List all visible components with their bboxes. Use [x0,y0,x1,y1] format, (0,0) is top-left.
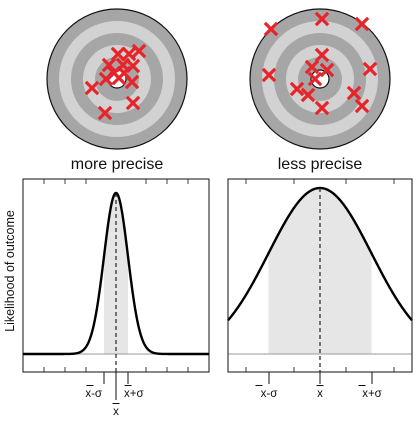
left-target-x-mark [125,95,141,111]
left-target-x-mark [131,43,147,59]
left-target-x-mark [111,70,127,86]
right-target-x-mark [304,59,320,75]
right-target-x-mark [314,100,330,116]
right-target-x-mark [314,47,330,63]
left-target-x-mark [97,105,113,121]
right-target-x-mark [354,16,370,32]
left-target-marks [84,43,147,121]
left-tick-label-plus-sigma: x+σ [124,388,144,400]
left-target-x-mark [124,74,140,90]
left-target [46,8,188,150]
left-plot-minor-ticks [43,179,189,372]
right-tick-label-plus-sigma: x+σ [362,388,382,400]
right-tick-label-mean: x [317,388,323,400]
y-axis-label: Likelihood of outcome [3,210,17,332]
right-target-x-mark [307,71,323,87]
left-caption: more precise [71,156,164,173]
right-target-x-mark [354,98,370,114]
left-target-x-mark [98,71,114,87]
right-target [249,8,391,150]
right-target-x-mark [261,67,277,83]
right-plot-minor-ticks [245,179,395,372]
right-target-x-mark [289,81,305,97]
left-tick-label-mean: x [113,406,119,418]
right-target-marks [261,11,378,116]
right-target-x-mark [319,62,335,78]
right-target-x-mark [362,61,378,77]
right-plot: x-σ x x+σ [227,178,413,400]
left-plot: x-σ x+σ x [22,178,210,418]
right-caption: less precise [278,156,363,173]
right-target-x-mark [300,87,316,103]
left-tick-label-minus-sigma: x-σ [85,388,102,400]
right-plot-shaded-area [268,188,372,354]
right-target-x-mark [346,85,362,101]
left-target-x-mark [110,46,126,62]
right-target-x-mark [263,21,279,37]
right-tick-label-minus-sigma: x-σ [261,388,278,400]
left-target-x-mark [121,46,137,62]
left-target-x-mark [101,57,117,73]
right-target-x-mark [314,11,330,27]
left-target-x-mark [84,80,100,96]
